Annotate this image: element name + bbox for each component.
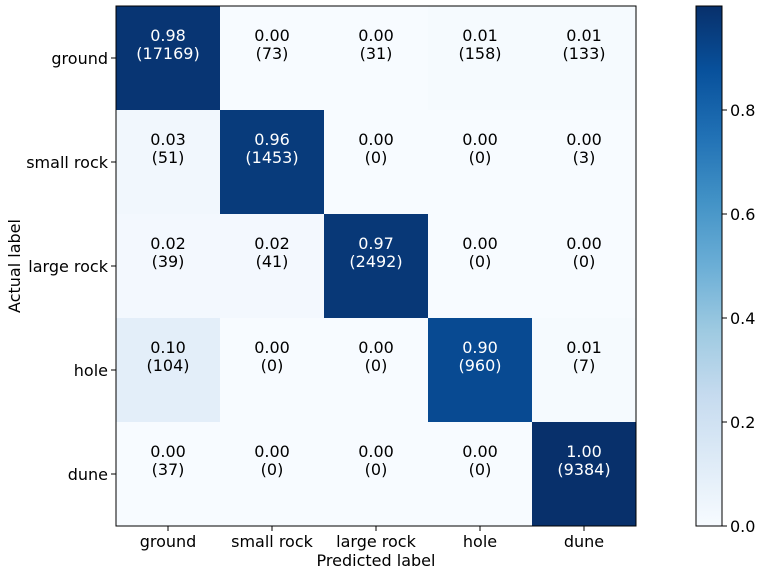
heatmap-cell [116, 110, 221, 215]
cell-value-label: 0.00 [358, 442, 394, 461]
cell-value-label: 0.00 [150, 442, 186, 461]
heatmap-cell [532, 422, 637, 527]
cell-count-label: (0) [469, 148, 492, 167]
y-axis-ticks: ground small rock large rock hole dune [26, 49, 116, 484]
heatmap-cell [220, 214, 325, 319]
colorbar-tick-label: 0.8 [730, 101, 755, 120]
cell-count-label: (0) [365, 148, 388, 167]
cell-count-label: (41) [256, 252, 289, 271]
colorbar-tick-label: 0.6 [730, 205, 755, 224]
heatmap-cell [532, 6, 637, 111]
cell-value-label: 0.01 [566, 338, 602, 357]
cell-value-label: 0.00 [462, 234, 498, 253]
cell-count-label: (0) [469, 460, 492, 479]
x-tick-label: hole [463, 532, 497, 551]
y-tick-label: small rock [26, 153, 109, 172]
cell-count-label: (37) [152, 460, 185, 479]
cell-count-label: (0) [261, 460, 284, 479]
heatmap-cell [324, 110, 429, 215]
cell-count-label: (0) [365, 356, 388, 375]
cell-value-label: 0.03 [150, 130, 186, 149]
cell-value-label: 0.02 [254, 234, 290, 253]
cell-value-label: 0.96 [254, 130, 290, 149]
heatmap-cell [532, 110, 637, 215]
cell-value-label: 0.90 [462, 338, 498, 357]
cell-count-label: (2492) [349, 252, 402, 271]
cell-value-label: 0.01 [566, 26, 602, 45]
cell-count-label: (0) [365, 460, 388, 479]
heatmap-cell [532, 318, 637, 423]
heatmap-cell [220, 6, 325, 111]
y-axis-title: Actual label [5, 219, 24, 313]
cell-value-label: 0.00 [254, 26, 290, 45]
colorbar: 0.0 0.2 0.4 0.6 0.8 [695, 5, 755, 536]
cell-count-label: (9384) [557, 460, 610, 479]
cell-count-label: (158) [458, 44, 501, 63]
x-tick-label: dune [564, 532, 604, 551]
cell-count-label: (7) [573, 356, 596, 375]
y-tick-label: dune [68, 465, 108, 484]
cell-count-label: (960) [458, 356, 501, 375]
x-tick-label: ground [140, 532, 197, 551]
heatmap-cell [220, 318, 325, 423]
heatmap-cell [116, 318, 221, 423]
x-axis-title: Predicted label [317, 551, 436, 570]
cell-value-label: 0.97 [358, 234, 394, 253]
x-tick-label: large rock [336, 532, 416, 551]
cell-value-label: 0.00 [358, 26, 394, 45]
heatmap-cell [532, 214, 637, 319]
heatmap-cell [116, 214, 221, 319]
heatmap-cell [428, 214, 533, 319]
cell-value-label: 0.00 [462, 442, 498, 461]
colorbar-tick-label: 0.4 [730, 309, 755, 328]
cell-count-label: (0) [469, 252, 492, 271]
cell-value-label: 0.00 [254, 338, 290, 357]
cell-value-label: 0.00 [462, 130, 498, 149]
cell-value-label: 0.00 [358, 338, 394, 357]
cell-value-label: 0.01 [462, 26, 498, 45]
heatmap-cell [324, 422, 429, 527]
cell-count-label: (104) [146, 356, 189, 375]
heatmap-cell [220, 110, 325, 215]
heatmap-cell [428, 318, 533, 423]
heatmap-cell [116, 6, 221, 111]
cell-count-label: (31) [360, 44, 393, 63]
cell-value-label: 0.10 [150, 338, 186, 357]
cell-count-label: (73) [256, 44, 289, 63]
heatmap-cell [428, 110, 533, 215]
y-tick-label: ground [51, 49, 108, 68]
cell-count-label: (39) [152, 252, 185, 271]
cell-value-label: 0.00 [566, 130, 602, 149]
y-tick-label: hole [74, 361, 108, 380]
x-axis-ticks: ground small rock large rock hole dune [140, 526, 604, 551]
colorbar-gradient [695, 5, 723, 527]
heatmap-cells: 0.98(17169)0.00(73)0.00(31)0.01(158)0.01… [116, 6, 637, 527]
cell-count-label: (133) [562, 44, 605, 63]
y-tick-label: large rock [28, 257, 108, 276]
cell-value-label: 0.00 [566, 234, 602, 253]
cell-value-label: 0.00 [254, 442, 290, 461]
heatmap-cell [324, 6, 429, 111]
cell-count-label: (3) [573, 148, 596, 167]
heatmap-cell [324, 318, 429, 423]
cell-value-label: 0.00 [358, 130, 394, 149]
cell-count-label: (1453) [245, 148, 298, 167]
cell-count-label: (17169) [136, 44, 199, 63]
colorbar-tick-label: 0.2 [730, 413, 755, 432]
heatmap-cell [220, 422, 325, 527]
cell-count-label: (0) [261, 356, 284, 375]
heatmap-cell [428, 422, 533, 527]
cell-count-label: (51) [152, 148, 185, 167]
cell-value-label: 0.02 [150, 234, 186, 253]
heatmap-cell [324, 214, 429, 319]
colorbar-ticks: 0.0 0.2 0.4 0.6 0.8 [722, 101, 755, 536]
heatmap-cell [116, 422, 221, 527]
x-tick-label: small rock [231, 532, 314, 551]
cell-count-label: (0) [573, 252, 596, 271]
colorbar-tick-label: 0.0 [730, 517, 755, 536]
cell-value-label: 1.00 [566, 442, 602, 461]
heatmap-cell [428, 6, 533, 111]
cell-value-label: 0.98 [150, 26, 186, 45]
